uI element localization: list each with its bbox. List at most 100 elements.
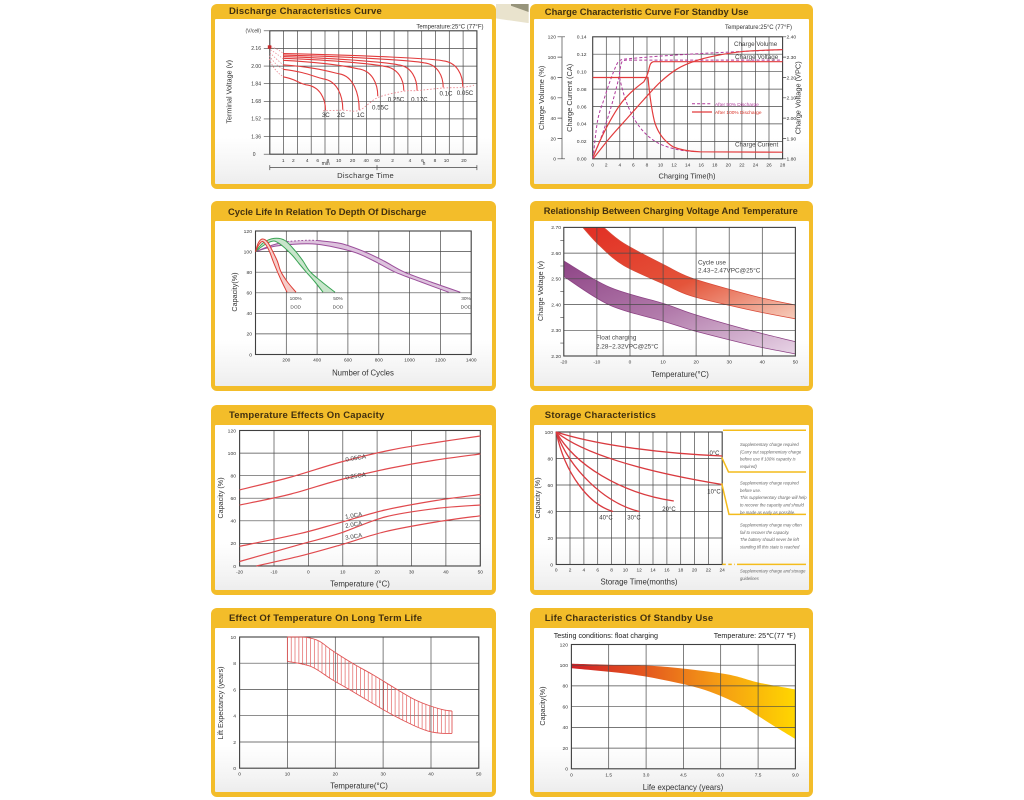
svg-text:0.08: 0.08 bbox=[577, 87, 587, 93]
svg-text:Number of Cycles: Number of Cycles bbox=[332, 368, 394, 377]
svg-text:40: 40 bbox=[246, 311, 252, 317]
svg-text:0: 0 bbox=[253, 152, 256, 158]
svg-text:Temperature(°C): Temperature(°C) bbox=[651, 370, 709, 379]
svg-text:80: 80 bbox=[230, 473, 236, 479]
svg-text:2.00: 2.00 bbox=[251, 64, 261, 70]
svg-text:0.17C: 0.17C bbox=[411, 96, 428, 103]
svg-text:100: 100 bbox=[559, 663, 568, 669]
svg-text:2: 2 bbox=[233, 739, 236, 745]
svg-text:22: 22 bbox=[739, 162, 745, 168]
svg-text:0°C: 0°C bbox=[709, 451, 720, 457]
svg-text:400: 400 bbox=[313, 357, 321, 363]
svg-text:4: 4 bbox=[618, 162, 621, 168]
svg-text:10: 10 bbox=[658, 162, 664, 168]
svg-text:Float charging: Float charging bbox=[596, 334, 637, 341]
svg-text:3C: 3C bbox=[322, 112, 330, 119]
svg-text:20: 20 bbox=[461, 158, 467, 164]
svg-text:Life expectancy (years): Life expectancy (years) bbox=[643, 783, 724, 792]
svg-text:20: 20 bbox=[547, 536, 553, 542]
svg-text:6: 6 bbox=[632, 162, 635, 168]
svg-text:before use if 100% capacity is: before use if 100% capacity is bbox=[740, 457, 797, 462]
svg-text:0: 0 bbox=[550, 562, 553, 568]
svg-text:40: 40 bbox=[428, 771, 434, 777]
svg-text:20: 20 bbox=[230, 541, 236, 547]
svg-text:80: 80 bbox=[547, 456, 553, 462]
svg-text:100: 100 bbox=[544, 430, 553, 436]
svg-text:120: 120 bbox=[559, 642, 568, 648]
svg-text:Charging Time(h): Charging Time(h) bbox=[658, 171, 715, 180]
svg-text:1C: 1C bbox=[357, 112, 365, 119]
svg-text:0: 0 bbox=[628, 359, 631, 365]
svg-text:16: 16 bbox=[664, 567, 670, 573]
svg-text:2.40: 2.40 bbox=[786, 34, 796, 40]
svg-text:24: 24 bbox=[719, 567, 725, 573]
svg-text:Supplementary charge required: Supplementary charge required bbox=[740, 442, 799, 447]
svg-text:40°C: 40°C bbox=[599, 515, 613, 521]
svg-text:Charge Voltage (VPC): Charge Voltage (VPC) bbox=[793, 61, 802, 134]
svg-text:1.36: 1.36 bbox=[251, 134, 261, 140]
svg-text:2.0CA: 2.0CA bbox=[345, 520, 364, 530]
svg-text:2.20: 2.20 bbox=[786, 75, 796, 81]
svg-text:Supplementary charge required: Supplementary charge required bbox=[740, 481, 799, 486]
svg-text:After 100% Discharge: After 100% Discharge bbox=[715, 110, 762, 116]
svg-text:1: 1 bbox=[282, 158, 285, 164]
svg-text:22: 22 bbox=[705, 567, 711, 573]
svg-text:After 50% Discharge: After 50% Discharge bbox=[715, 101, 759, 107]
svg-text:4: 4 bbox=[582, 567, 585, 573]
svg-text:2.30: 2.30 bbox=[551, 328, 561, 334]
svg-text:50: 50 bbox=[793, 359, 799, 365]
svg-text:200: 200 bbox=[282, 357, 290, 363]
svg-text:20: 20 bbox=[374, 569, 380, 575]
svg-text:14: 14 bbox=[685, 162, 691, 168]
svg-text:12: 12 bbox=[636, 567, 642, 573]
svg-text:Capacity (%): Capacity (%) bbox=[533, 477, 542, 518]
svg-text:6.0: 6.0 bbox=[717, 772, 724, 778]
svg-text:0.25CA: 0.25CA bbox=[345, 471, 367, 481]
svg-text:0.1C: 0.1C bbox=[439, 90, 453, 97]
svg-text:1000: 1000 bbox=[404, 357, 415, 363]
svg-text:0.12: 0.12 bbox=[577, 52, 587, 58]
svg-text:10: 10 bbox=[230, 634, 236, 640]
svg-text:20: 20 bbox=[350, 158, 356, 164]
svg-text:Capacity (%): Capacity (%) bbox=[216, 477, 225, 518]
svg-text:Charge Current: Charge Current bbox=[735, 141, 779, 148]
svg-text:3.0CA: 3.0CA bbox=[345, 532, 364, 542]
svg-text:Temperature (°C): Temperature (°C) bbox=[330, 579, 390, 588]
svg-text:10: 10 bbox=[340, 569, 346, 575]
svg-text:0: 0 bbox=[565, 766, 568, 772]
svg-text:30°C: 30°C bbox=[627, 515, 641, 521]
svg-text:0: 0 bbox=[307, 569, 310, 575]
svg-text:20: 20 bbox=[692, 567, 698, 573]
svg-text:18: 18 bbox=[712, 162, 718, 168]
svg-text:50: 50 bbox=[476, 771, 482, 777]
svg-text:(V/cell): (V/cell) bbox=[245, 28, 261, 34]
svg-text:0: 0 bbox=[591, 162, 594, 168]
svg-text:30: 30 bbox=[409, 569, 415, 575]
svg-text:20: 20 bbox=[693, 359, 699, 365]
svg-text:-10: -10 bbox=[271, 569, 278, 575]
svg-text:Temperature:25°C (77°F): Temperature:25°C (77°F) bbox=[725, 24, 792, 30]
svg-text:4: 4 bbox=[409, 158, 412, 164]
svg-text:80: 80 bbox=[550, 75, 556, 81]
svg-text:2.28~2.32VPC@25°C: 2.28~2.32VPC@25°C bbox=[596, 342, 659, 350]
svg-text:This supplementary charge will: This supplementary charge will help bbox=[740, 495, 807, 500]
svg-text:60: 60 bbox=[550, 95, 556, 101]
svg-text:0.14: 0.14 bbox=[577, 34, 587, 40]
svg-text:-10: -10 bbox=[593, 359, 600, 365]
svg-text:The battery should never be le: The battery should never be left bbox=[740, 537, 800, 542]
svg-text:20°C: 20°C bbox=[662, 507, 676, 513]
svg-text:DOD: DOD bbox=[333, 304, 344, 310]
svg-text:Temperature(°C): Temperature(°C) bbox=[330, 781, 388, 790]
svg-text:to recover the capacity and sh: to recover the capacity and should bbox=[740, 502, 804, 507]
svg-text:0.55C: 0.55C bbox=[372, 104, 389, 111]
svg-text:18: 18 bbox=[678, 567, 684, 573]
svg-text:12: 12 bbox=[671, 162, 677, 168]
svg-text:30%: 30% bbox=[461, 296, 471, 302]
svg-text:2.16: 2.16 bbox=[251, 46, 261, 52]
svg-text:0.10: 0.10 bbox=[577, 69, 587, 75]
svg-text:Capacity(%): Capacity(%) bbox=[230, 272, 239, 311]
svg-text:80: 80 bbox=[562, 683, 568, 689]
svg-text:100: 100 bbox=[228, 451, 237, 457]
svg-text:6: 6 bbox=[596, 567, 599, 573]
svg-text:2.70: 2.70 bbox=[551, 225, 561, 231]
